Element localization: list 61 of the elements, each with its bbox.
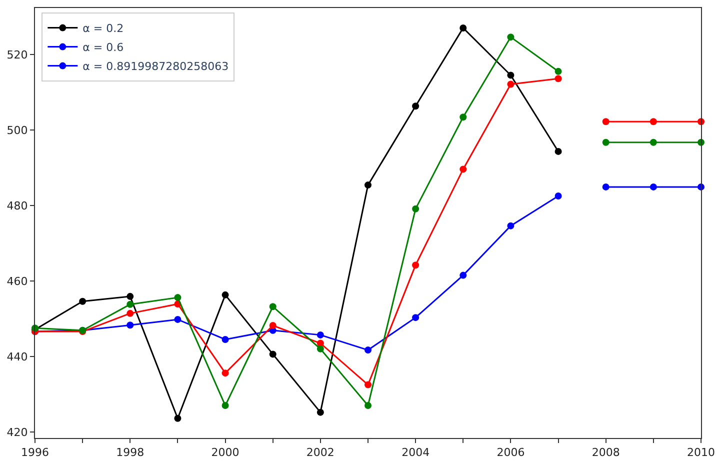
point [602,138,610,146]
point [412,205,420,212]
point [460,114,467,121]
point [460,166,467,173]
point [507,72,514,79]
point [650,183,657,190]
x-tick-label: 2004 [402,446,430,460]
point [460,272,467,279]
legend-label: α = 0.8919987280258063 [82,60,229,74]
y-tick-label: 460 [6,274,28,288]
point [316,345,324,352]
point [412,262,420,269]
point [460,24,467,32]
point [269,350,276,358]
point [364,402,372,410]
point [507,34,514,41]
x-tick-label: 2010 [687,446,715,460]
point [222,402,229,410]
x-tick-label: 1996 [21,446,49,460]
y-tick-label: 440 [6,350,28,364]
point [650,118,657,126]
point [554,75,562,82]
legend-label: α = 0.2 [82,22,124,36]
point [364,182,372,189]
point [364,346,372,354]
point [507,222,514,230]
point [222,336,229,343]
point [174,294,182,302]
x-tick-label: 2002 [306,446,334,460]
point [269,303,276,310]
x-tick-label: 2008 [592,446,620,460]
y-tick-label: 480 [6,199,28,212]
point [602,183,610,190]
point [650,138,657,146]
point [412,314,420,322]
y-tick-label: 420 [6,426,28,439]
point [79,298,86,305]
x-tick-label: 1998 [116,446,144,460]
point [126,322,134,329]
point [507,80,514,88]
point [316,331,324,338]
x-tick-label: 2000 [211,446,240,460]
point [364,381,372,388]
point [554,68,562,75]
point [222,291,229,298]
y-tick-label: 500 [6,124,28,137]
point [126,292,134,300]
point [412,102,420,110]
point [126,310,134,317]
point [222,370,229,377]
point [126,300,134,308]
point [174,316,182,323]
point [174,414,182,422]
point [554,192,562,200]
point [554,148,562,155]
x-tick-label: 2006 [496,446,525,460]
point [316,408,324,416]
point [269,322,276,329]
y-tick-label: 520 [6,48,28,62]
legend-label: α = 0.6 [82,41,124,54]
point [602,118,610,126]
